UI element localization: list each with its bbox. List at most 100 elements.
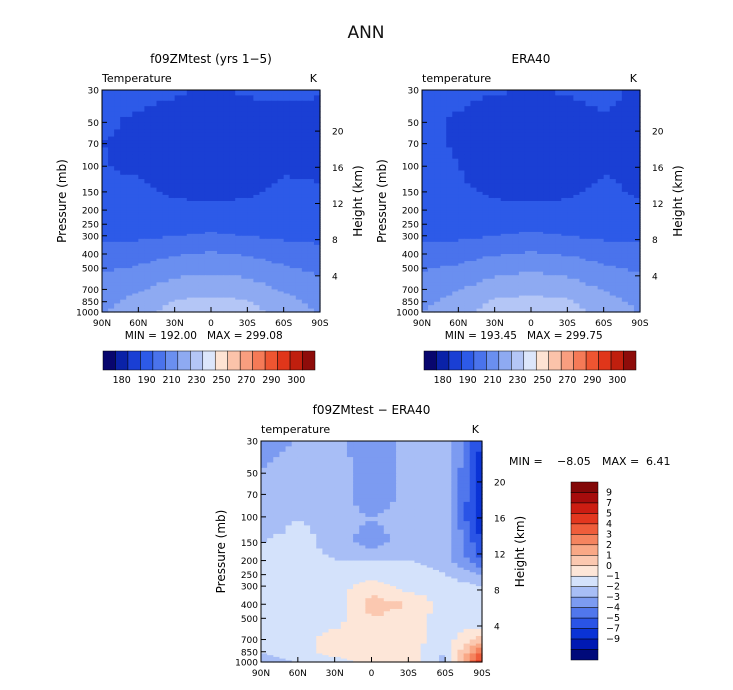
heatmap-cell	[175, 112, 182, 118]
heatmap-cell	[537, 279, 544, 283]
heatmap-cell	[537, 129, 544, 133]
heatmap-cell	[126, 126, 133, 130]
heatmap-cell	[422, 144, 429, 148]
heatmap-cell	[586, 166, 593, 171]
heatmap-cell	[284, 286, 291, 290]
heatmap-cell	[235, 133, 242, 137]
heatmap-cell	[120, 140, 127, 144]
heatmap-cell	[446, 272, 453, 276]
heatmap-cell	[446, 155, 453, 159]
heatmap-cell	[150, 126, 157, 130]
heatmap-cell	[470, 162, 477, 166]
heatmap-cell	[144, 179, 151, 184]
heatmap-cell	[622, 272, 629, 276]
heatmap-cell	[446, 122, 453, 126]
heatmap-cell	[549, 126, 556, 130]
heatmap-cell	[440, 140, 447, 144]
heatmap-cell	[483, 126, 490, 130]
heatmap-cell	[235, 272, 242, 276]
heatmap-cell	[434, 106, 441, 112]
heatmap-cell	[543, 268, 550, 272]
heatmap-cell	[440, 129, 447, 133]
heatmap-cell	[138, 122, 145, 126]
heatmap-cell	[247, 90, 254, 96]
heatmap-cell	[513, 268, 520, 272]
heatmap-cell	[422, 147, 429, 151]
heatmap-cell	[193, 140, 200, 144]
heatmap-cell	[217, 155, 224, 159]
heatmap-cell	[181, 159, 188, 163]
heatmap-cell	[259, 144, 266, 148]
heatmap-cell	[477, 166, 484, 171]
heatmap-cell	[501, 112, 508, 118]
heatmap-cell	[458, 272, 465, 276]
heatmap-cell	[150, 140, 157, 144]
heatmap-cell	[513, 275, 520, 279]
heatmap-cell	[259, 188, 266, 193]
heatmap-cell	[302, 268, 309, 272]
heatmap-cell	[483, 95, 490, 101]
heatmap-cell	[586, 147, 593, 151]
heatmap-cell	[187, 155, 194, 159]
heatmap-cell	[452, 183, 459, 188]
heatmap-cell	[501, 179, 508, 184]
heatmap-cell	[157, 112, 164, 118]
heatmap-cell	[132, 275, 139, 279]
heatmap-cell	[598, 101, 605, 107]
heatmap-cell	[132, 282, 139, 286]
heatmap-cell	[296, 162, 303, 166]
heatmap-cell	[223, 90, 230, 96]
heatmap-cell	[567, 272, 574, 276]
heatmap-field	[102, 90, 321, 313]
heatmap-cell	[489, 137, 496, 141]
heatmap-cell	[616, 147, 623, 151]
heatmap-cell	[229, 151, 236, 155]
heatmap-cell	[302, 90, 309, 96]
heatmap-cell	[175, 137, 182, 141]
heatmap-cell	[440, 151, 447, 155]
heatmap-cell	[531, 286, 538, 290]
heatmap-cell	[537, 101, 544, 107]
heatmap-cell	[296, 155, 303, 159]
heatmap-cell	[470, 159, 477, 163]
heatmap-cell	[495, 171, 502, 176]
heatmap-cell	[610, 133, 617, 137]
heatmap-cell	[452, 129, 459, 133]
heatmap-cell	[296, 159, 303, 163]
heatmap-cell	[452, 162, 459, 166]
heatmap-cell	[470, 151, 477, 155]
heatmap-cell	[247, 175, 254, 180]
heatmap-cell	[308, 117, 315, 123]
heatmap-cell	[302, 188, 309, 193]
heatmap-cell	[422, 275, 429, 279]
heatmap-cell	[452, 282, 459, 286]
heatmap-cell	[193, 159, 200, 163]
heatmap-cell	[278, 112, 285, 118]
heatmap-cell	[193, 175, 200, 180]
heatmap-cell	[586, 268, 593, 272]
heatmap-cell	[579, 162, 586, 166]
heatmap-cell	[144, 183, 151, 188]
heatmap-cell	[308, 95, 315, 101]
heatmap-cell	[278, 268, 285, 272]
heatmap-cell	[266, 272, 273, 276]
heatmap-cell	[296, 101, 303, 107]
heatmap-cell	[573, 112, 580, 118]
heatmap-cell	[628, 117, 635, 123]
heatmap-cell	[157, 133, 164, 137]
heatmap-cell	[302, 151, 309, 155]
heatmap-cell	[175, 101, 182, 107]
heatmap-cell	[519, 275, 526, 279]
heatmap-cell	[302, 101, 309, 107]
heatmap-cell	[628, 159, 635, 163]
heatmap-cell	[235, 286, 242, 290]
heatmap-cell	[223, 268, 230, 272]
heatmap-cell	[573, 272, 580, 276]
heatmap-cell	[458, 101, 465, 107]
heatmap-cell	[272, 162, 279, 166]
heatmap-cell	[616, 101, 623, 107]
heatmap-cell	[229, 275, 236, 279]
heatmap-cell	[519, 106, 526, 112]
heatmap-cell	[108, 162, 115, 166]
heatmap-cell	[272, 147, 279, 151]
